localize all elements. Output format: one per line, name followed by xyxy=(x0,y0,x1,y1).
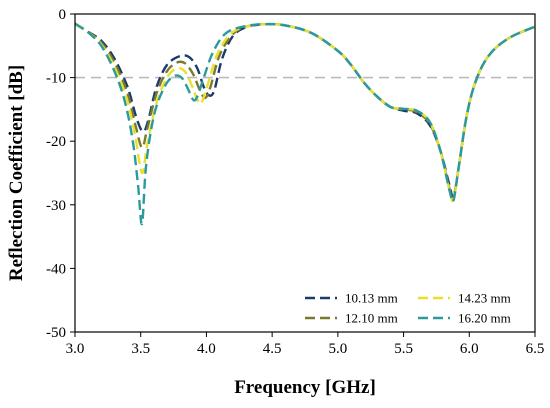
series-line-4 xyxy=(75,22,535,226)
legend-label: 12.10 mm xyxy=(345,311,398,326)
legend-label: 16.20 mm xyxy=(458,311,511,326)
series-layer xyxy=(75,22,535,226)
y-tick-label: -20 xyxy=(46,134,66,150)
legend-label: 10.13 mm xyxy=(345,291,398,306)
x-tick-label: 3.5 xyxy=(131,341,150,357)
plot-frame xyxy=(74,13,536,333)
x-axis: 3.0 3.5 4.0 4.5 5.0 5.5 6.0 6.5 xyxy=(66,332,545,357)
x-tick-label: 5.0 xyxy=(328,341,347,357)
x-tick-label: 6.0 xyxy=(460,341,479,357)
y-tick-label: 0 xyxy=(59,7,67,23)
y-tick-label: -50 xyxy=(46,325,66,341)
y-tick-label: -40 xyxy=(46,261,66,277)
y-tick-label: -10 xyxy=(46,71,66,87)
plot-background xyxy=(75,14,535,332)
y-axis: 0 -10 -20 -30 -40 -50 xyxy=(46,7,75,341)
x-tick-label: 4.5 xyxy=(263,341,282,357)
x-tick-label: 4.0 xyxy=(197,341,216,357)
x-axis-title: Frequency [GHz] xyxy=(234,377,376,398)
x-tick-label: 5.5 xyxy=(394,341,413,357)
y-axis-title: Reflection Coefficient [dB] xyxy=(6,65,27,281)
legend: 10.13 mm 12.10 mm 14.23 mm 16.20 mm xyxy=(305,291,511,326)
y-tick-label: -30 xyxy=(46,198,66,214)
legend-label: 14.23 mm xyxy=(458,291,511,306)
x-tick-label: 3.0 xyxy=(66,341,85,357)
series-line-3 xyxy=(75,22,535,203)
x-tick-label: 6.5 xyxy=(526,341,545,357)
